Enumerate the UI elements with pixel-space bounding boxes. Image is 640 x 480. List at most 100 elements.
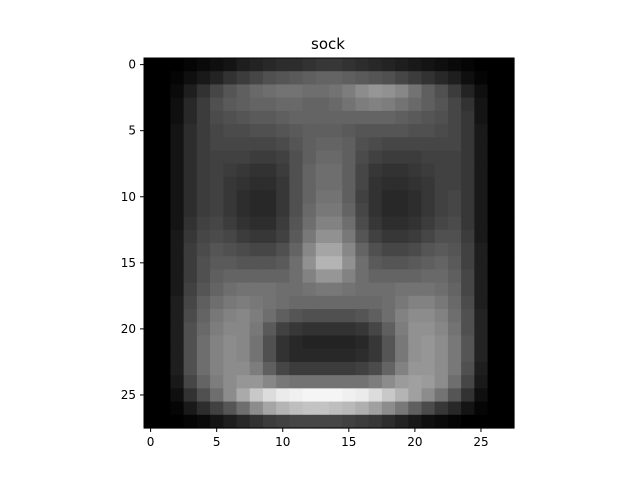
heatmap-cell-r5-c0	[144, 124, 158, 138]
heatmap-cell-r17-c18	[381, 282, 396, 297]
heatmap-cell-r16-c13	[315, 269, 330, 284]
heatmap-cell-r10-c0	[144, 190, 158, 204]
heatmap-cell-r17-c16	[355, 282, 370, 297]
heatmap-cell-r21-c19	[395, 335, 409, 350]
heatmap-cell-r14-c12	[302, 243, 317, 257]
heatmap-cell-r9-c25	[474, 176, 489, 191]
heatmap-cell-r10-c9	[262, 190, 277, 204]
x-tick-label: 0	[147, 435, 155, 449]
heatmap-cell-r27-c8	[249, 414, 264, 429]
heatmap-cell-r17-c24	[461, 282, 475, 297]
heatmap-cell-r16-c17	[368, 269, 383, 284]
heatmap-cell-r0-c11	[289, 58, 304, 72]
heatmap-cell-r15-c4	[196, 256, 211, 271]
heatmap-cell-r10-c12	[302, 190, 317, 204]
heatmap-cell-r22-c3	[183, 348, 198, 363]
heatmap-cell-r17-c10	[276, 282, 290, 297]
heatmap-cell-r21-c27	[500, 335, 515, 350]
heatmap-cell-r13-c5	[210, 229, 224, 244]
heatmap-cell-r4-c18	[381, 110, 396, 125]
heatmap-cell-r2-c8	[249, 84, 264, 99]
heatmap-cell-r2-c6	[223, 84, 238, 99]
y-axis: 0 5 10 15 20 25	[121, 58, 144, 402]
x-axis: 0 5 10 15 20 25	[147, 428, 489, 449]
heatmap-cell-r14-c24	[461, 243, 475, 257]
heatmap-cell-r21-c24	[461, 335, 475, 350]
heatmap-cell-r12-c17	[368, 216, 383, 231]
heatmap-cell-r21-c26	[487, 335, 502, 350]
heatmap-cell-r9-c2	[170, 176, 185, 191]
heatmap-cell-r27-c23	[447, 414, 462, 429]
heatmap-cell-r1-c2	[170, 71, 185, 86]
heatmap-cell-r5-c22	[434, 124, 449, 138]
heatmap-cell-r8-c9	[262, 163, 277, 178]
heatmap-cell-r17-c26	[487, 282, 502, 297]
heatmap-cell-r23-c24	[461, 361, 475, 376]
heatmap-cell-r10-c5	[210, 190, 224, 204]
heatmap-cell-r24-c6	[223, 375, 238, 389]
heatmap-cell-r9-c16	[355, 176, 370, 191]
heatmap-cell-r5-c24	[461, 124, 475, 138]
heatmap-cell-r7-c21	[421, 150, 436, 165]
heatmap-cell-r7-c19	[395, 150, 409, 165]
heatmap-cell-r25-c17	[368, 388, 383, 403]
heatmap-cell-r1-c22	[434, 71, 449, 86]
heatmap-cell-r8-c4	[196, 163, 211, 178]
heatmap-cell-r19-c5	[210, 309, 224, 323]
heatmap-cell-r4-c3	[183, 110, 198, 125]
heatmap-cell-r15-c23	[447, 256, 462, 271]
heatmap-cell-r23-c0	[144, 361, 158, 376]
heatmap-cell-r26-c26	[487, 401, 502, 416]
heatmap-cell-r12-c8	[249, 216, 264, 231]
heatmap-image	[144, 58, 515, 429]
heatmap-cell-r27-c2	[170, 414, 185, 429]
heatmap-cell-r19-c8	[249, 309, 264, 323]
heatmap-cell-r16-c16	[355, 269, 370, 284]
heatmap-cell-r5-c10	[276, 124, 290, 138]
heatmap-cell-r22-c22	[434, 348, 449, 363]
heatmap-cell-r26-c20	[408, 401, 423, 416]
heatmap-cell-r17-c23	[447, 282, 462, 297]
heatmap-cell-r2-c16	[355, 84, 370, 99]
heatmap-cell-r8-c11	[289, 163, 304, 178]
heatmap-cell-r13-c26	[487, 229, 502, 244]
heatmap-cell-r25-c26	[487, 388, 502, 403]
heatmap-cell-r2-c10	[276, 84, 290, 99]
heatmap-cell-r13-c9	[262, 229, 277, 244]
heatmap-cell-r23-c3	[183, 361, 198, 376]
heatmap-cell-r3-c19	[395, 97, 409, 112]
heatmap-cell-r20-c23	[447, 322, 462, 337]
heatmap-cell-r11-c21	[421, 203, 436, 218]
heatmap-cell-r8-c18	[381, 163, 396, 178]
heatmap-cell-r11-c4	[196, 203, 211, 218]
heatmap-cell-r16-c27	[500, 269, 515, 284]
heatmap-cell-r5-c12	[302, 124, 317, 138]
heatmap-cell-r2-c2	[170, 84, 185, 99]
heatmap-cell-r21-c4	[196, 335, 211, 350]
heatmap-cell-r10-c13	[315, 190, 330, 204]
heatmap-cell-r27-c6	[223, 414, 238, 429]
heatmap-cell-r10-c10	[276, 190, 290, 204]
heatmap-cell-r13-c4	[196, 229, 211, 244]
heatmap-cell-r14-c11	[289, 243, 304, 257]
heatmap-cell-r2-c13	[315, 84, 330, 99]
heatmap-cell-r14-c1	[157, 243, 172, 257]
heatmap-cell-r26-c22	[434, 401, 449, 416]
heatmap-cell-r0-c26	[487, 58, 502, 72]
heatmap-cell-r0-c10	[276, 58, 290, 72]
heatmap-cell-r18-c17	[368, 295, 383, 310]
heatmap-cell-r25-c12	[302, 388, 317, 403]
heatmap-cell-r20-c15	[342, 322, 357, 337]
heatmap-cell-r16-c18	[381, 269, 396, 284]
heatmap-cell-r0-c17	[368, 58, 383, 72]
heatmap-cell-r13-c15	[342, 229, 357, 244]
heatmap-cell-r8-c14	[329, 163, 343, 178]
heatmap-cell-r19-c7	[236, 309, 251, 323]
heatmap-cell-r5-c25	[474, 124, 489, 138]
heatmap-cell-r13-c21	[421, 229, 436, 244]
heatmap-cell-r1-c23	[447, 71, 462, 86]
heatmap-cell-r27-c14	[329, 414, 343, 429]
heatmap-cell-r7-c4	[196, 150, 211, 165]
heatmap-cell-r15-c17	[368, 256, 383, 271]
heatmap-cell-r9-c7	[236, 176, 251, 191]
